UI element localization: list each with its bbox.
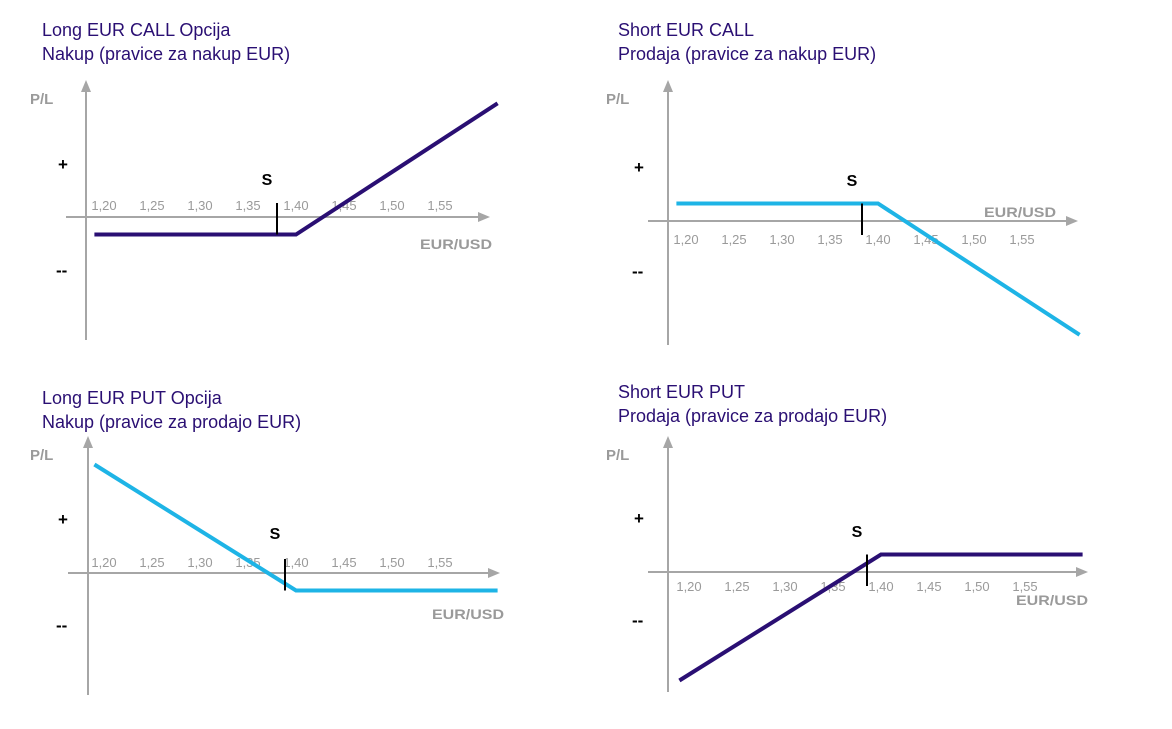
x-tick-label: 1,50 xyxy=(964,579,989,594)
y-axis-label: P/L xyxy=(606,91,629,108)
chart-title: Short EUR PUT Prodaja (pravice za prodaj… xyxy=(618,380,887,428)
chart-title-line2: Nakup (pravice za nakup EUR) xyxy=(42,44,291,64)
x-tick-label: 1,20 xyxy=(91,555,116,570)
x-tick-label: 1,25 xyxy=(139,198,164,213)
x-tick-label: 1,55 xyxy=(1009,232,1034,247)
positive-sign-label: + xyxy=(58,510,68,529)
x-tick-label: 1,55 xyxy=(427,198,452,213)
chart-title-line1: Short EUR CALL xyxy=(618,20,755,40)
chart-title-line2: Nakup (pravice za prodajo EUR) xyxy=(42,412,302,432)
x-axis-label: EUR/USD xyxy=(432,606,504,622)
x-tick-label: 1,55 xyxy=(1012,579,1037,594)
y-axis-arrow-icon xyxy=(663,80,673,92)
chart-title: Short EUR CALL Prodaja (pravice za nakup… xyxy=(618,18,876,66)
strike-label: S xyxy=(847,173,858,190)
x-tick-label: 1,25 xyxy=(721,232,746,247)
chart-title-line1: Long EUR PUT Opcija xyxy=(42,388,222,408)
x-tick-label: 1,45 xyxy=(913,232,938,247)
x-axis-label: EUR/USD xyxy=(1016,592,1088,608)
chart-title-line1: Short EUR PUT xyxy=(618,382,746,402)
strike-label: S xyxy=(852,524,863,541)
strike-label: S xyxy=(270,526,281,543)
x-axis-arrow-icon xyxy=(488,568,500,578)
payoff-line xyxy=(93,462,498,593)
x-tick-label: 1,50 xyxy=(379,198,404,213)
x-tick-label: 1,20 xyxy=(673,232,698,247)
chart-title: Long EUR PUT Opcija Nakup (pravice za pr… xyxy=(42,386,301,434)
chart-title-line2: Prodaja (pravice za nakup EUR) xyxy=(618,44,877,64)
chart-panel-short-call: Short EUR CALL Prodaja (pravice za nakup… xyxy=(576,0,1162,361)
x-tick-label: 1,45 xyxy=(916,579,941,594)
y-axis-label: P/L xyxy=(606,447,629,464)
x-tick-label: 1,40 xyxy=(283,198,308,213)
y-axis-arrow-icon xyxy=(81,80,91,92)
chart-panel-long-put: Long EUR PUT Opcija Nakup (pravice za pr… xyxy=(0,368,586,729)
y-axis-label: P/L xyxy=(30,91,53,108)
chart-title-line1: Long EUR CALL Opcija xyxy=(42,20,231,40)
x-axis-label: EUR/USD xyxy=(420,236,492,252)
x-tick-label: 1,30 xyxy=(772,579,797,594)
chart-title: Long EUR CALL Opcija Nakup (pravice za n… xyxy=(42,18,290,66)
y-axis-arrow-icon xyxy=(663,436,673,448)
payoff-line xyxy=(678,552,1083,683)
negative-sign-label: -- xyxy=(56,261,67,280)
payoff-chart: P/L+--1,20 1,25 1,30 1,35 1,40 1,45 1,50 1,55EU… xyxy=(30,80,499,340)
y-axis-arrow-icon xyxy=(83,436,93,448)
x-tick-label: 1,40 xyxy=(865,232,890,247)
chart-title-line2: Prodaja (pravice za prodajo EUR) xyxy=(618,406,888,426)
strike-label: S xyxy=(262,172,273,189)
x-tick-label: 1,25 xyxy=(724,579,749,594)
payoff-chart: P/L+--1,20 1,25 1,30 1,35 1,40 1,45 1,50 1,55EU… xyxy=(606,436,1088,692)
x-tick-label: 1,35 xyxy=(817,232,842,247)
x-tick-label: 1,25 xyxy=(139,555,164,570)
x-tick-label: 1,30 xyxy=(769,232,794,247)
x-axis-arrow-icon xyxy=(1076,567,1088,577)
x-axis-arrow-icon xyxy=(478,212,490,222)
x-tick-label: 1,35 xyxy=(235,198,260,213)
payoff-chart: P/L+--1,20 1,25 1,30 1,35 1,40 1,45 1,50 1,55EU… xyxy=(30,436,504,695)
x-tick-label: 1,20 xyxy=(91,198,116,213)
payoff-line xyxy=(94,101,499,237)
chart-panel-short-put: Short EUR PUT Prodaja (pravice za prodaj… xyxy=(576,362,1162,723)
x-tick-label: 1,40 xyxy=(868,579,893,594)
payoff-chart: P/L + -- 1,20 1,25 1,30 1,35 1,40 1,45 1,50 1,55 EU… xyxy=(606,80,1081,345)
x-tick-label: 1,30 xyxy=(187,555,212,570)
chart-panel-long-call: Long EUR CALL Opcija Nakup (pravice za n… xyxy=(0,0,586,361)
x-tick-label: 1,20 xyxy=(676,579,701,594)
positive-sign-label: + xyxy=(634,158,644,177)
negative-sign-label: -- xyxy=(632,611,643,630)
x-tick-label: 1,40 xyxy=(283,555,308,570)
negative-sign-label: -- xyxy=(56,616,67,635)
x-tick-label: 1,50 xyxy=(379,555,404,570)
positive-sign-label: + xyxy=(58,155,68,174)
payoff-line xyxy=(676,201,1081,337)
y-axis-label: P/L xyxy=(30,447,53,464)
x-tick-label: 1,45 xyxy=(331,555,356,570)
x-tick-label: 1,30 xyxy=(187,198,212,213)
x-axis-arrow-icon xyxy=(1066,216,1078,226)
x-tick-label: 1,50 xyxy=(961,232,986,247)
x-axis-label: EUR/USD xyxy=(984,204,1056,220)
negative-sign-label: -- xyxy=(632,262,643,281)
positive-sign-label: + xyxy=(634,509,644,528)
x-tick-label: 1,55 xyxy=(427,555,452,570)
